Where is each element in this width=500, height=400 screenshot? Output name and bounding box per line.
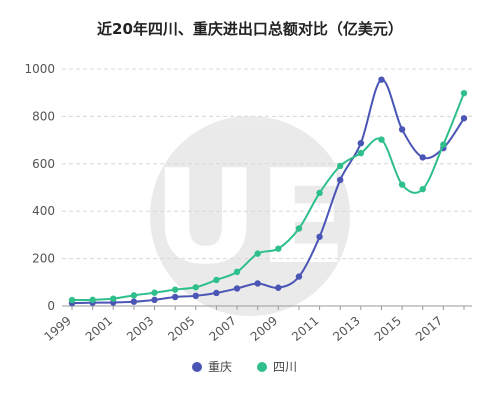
legend-label: 四川 <box>273 360 297 374</box>
data-point <box>171 293 179 301</box>
data-point <box>337 176 344 184</box>
data-point <box>275 245 282 252</box>
data-point <box>419 154 426 161</box>
x-tick-label: 2007 <box>207 314 239 344</box>
data-point <box>460 89 468 97</box>
data-point <box>192 292 199 300</box>
x-tick-label: 2013 <box>330 314 362 344</box>
data-point <box>316 233 323 240</box>
data-point <box>233 268 241 276</box>
watermark-logo: UE <box>150 116 350 316</box>
svg-text:UE: UE <box>153 141 347 293</box>
series-group <box>68 76 468 307</box>
data-point <box>398 181 406 188</box>
data-point <box>254 250 261 257</box>
data-point <box>254 280 261 287</box>
data-point <box>337 162 344 170</box>
y-tick-label: 400 <box>32 204 55 218</box>
y-tick-label: 0 <box>47 299 55 313</box>
y-tick-label: 800 <box>32 109 55 123</box>
x-tick-label: 2005 <box>165 314 197 344</box>
legend-label: 重庆 <box>208 360 232 374</box>
data-point <box>316 189 323 197</box>
data-point <box>378 76 385 83</box>
data-point <box>130 298 138 305</box>
data-point <box>378 136 385 143</box>
x-tick-label: 2003 <box>124 314 156 344</box>
data-point <box>89 296 96 304</box>
legend-marker <box>192 362 202 372</box>
x-tick-label: 2015 <box>372 314 404 344</box>
data-point <box>68 296 76 304</box>
data-point <box>460 115 468 122</box>
data-point <box>192 284 199 291</box>
legend-marker <box>257 362 267 372</box>
y-tick-label: 600 <box>32 157 55 171</box>
data-point <box>275 284 282 291</box>
data-point <box>151 296 158 304</box>
data-point <box>295 225 303 232</box>
y-tick-label: 1000 <box>24 62 55 76</box>
data-point <box>419 185 426 193</box>
x-tick-label: 2017 <box>413 314 445 344</box>
data-point <box>171 286 179 293</box>
series-group <box>68 89 468 304</box>
x-tick-label: 1999 <box>42 314 74 344</box>
x-tick-label: 2001 <box>83 314 115 344</box>
data-point <box>110 295 117 302</box>
chart-title: 近20年四川、重庆进出口总额对比（亿美元） <box>97 20 403 38</box>
data-point <box>151 289 158 296</box>
data-point <box>233 285 241 292</box>
data-point <box>440 141 447 148</box>
data-point <box>130 292 138 299</box>
data-point <box>357 149 365 157</box>
x-tick-label: 2011 <box>289 314 321 344</box>
y-tick-label: 200 <box>32 252 55 266</box>
data-point <box>213 276 220 284</box>
data-point <box>213 289 220 297</box>
data-point <box>295 273 303 280</box>
x-tick-label: 2009 <box>248 314 280 344</box>
data-point <box>357 139 365 147</box>
data-point <box>398 126 406 133</box>
